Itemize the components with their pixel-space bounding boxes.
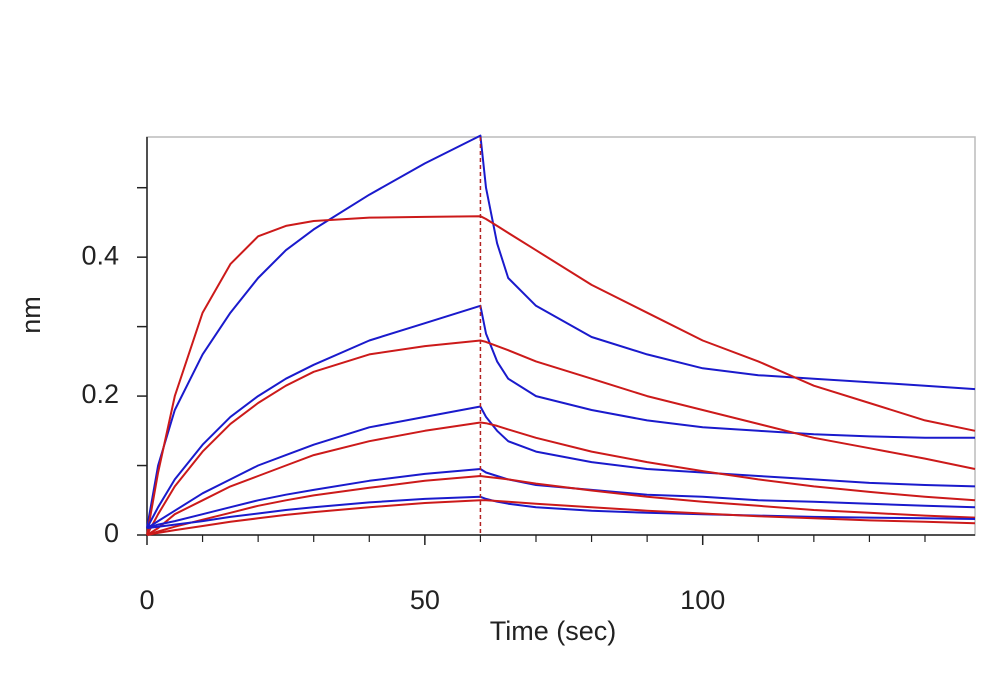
series-line <box>146 405 976 529</box>
x-tick-label: 0 <box>139 585 154 615</box>
x-tick-label: 100 <box>680 585 725 615</box>
series-line <box>146 304 975 529</box>
series-line <box>146 215 976 536</box>
y-tick-label: 0 <box>104 518 119 548</box>
series-line <box>146 499 976 536</box>
plot-frame <box>146 136 976 536</box>
y-axis-label: nm <box>16 296 46 334</box>
x-tick-label: 50 <box>410 585 440 615</box>
series-line <box>146 134 976 529</box>
x-axis-label: Time (sec) <box>490 616 617 646</box>
y-tick-label: 0.2 <box>81 379 119 409</box>
series-line <box>146 339 976 536</box>
series-line <box>146 475 976 536</box>
series-line <box>146 468 976 530</box>
y-tick-label: 0.4 <box>81 240 119 270</box>
series-line <box>146 421 976 536</box>
